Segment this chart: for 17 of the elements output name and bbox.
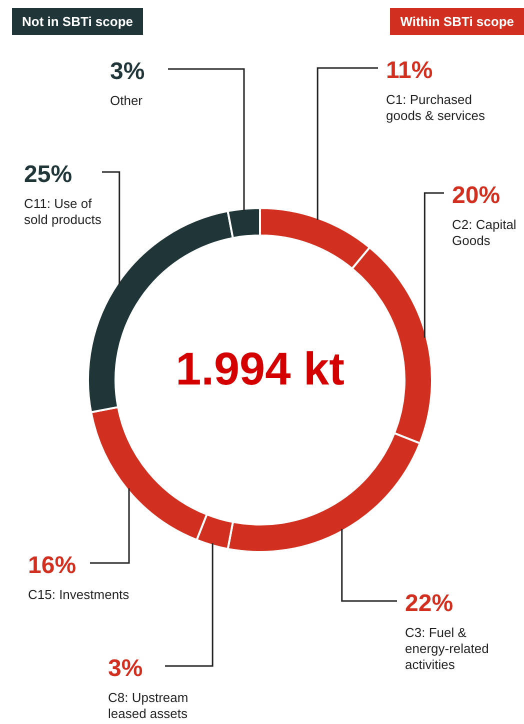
slice-label: C8: Upstream leased assets — [108, 690, 188, 721]
text: Not in SBTi scope — [12, 8, 143, 35]
data-label: 20% — [452, 182, 500, 209]
data-label: 11% — [386, 57, 433, 84]
slice-label: C2: Capital Goods — [452, 217, 516, 248]
data-label: 22% — [405, 590, 454, 617]
text: Within SBTi scope — [390, 8, 524, 35]
data-label: 3% — [108, 655, 143, 682]
slice-label: C11: Use of sold products — [24, 196, 102, 227]
data-label: 16% — [28, 552, 76, 579]
slice-label: C15: Investments — [28, 587, 130, 602]
data-label: 25% — [24, 161, 72, 188]
slice-label: C3: Fuel & energy-related activities — [405, 625, 489, 672]
slice-label: C1: Purchased goods & services — [386, 92, 486, 123]
data-label: 3% — [110, 58, 145, 85]
text: 1.994 kt — [176, 342, 344, 395]
slice-label: Other — [110, 93, 144, 108]
